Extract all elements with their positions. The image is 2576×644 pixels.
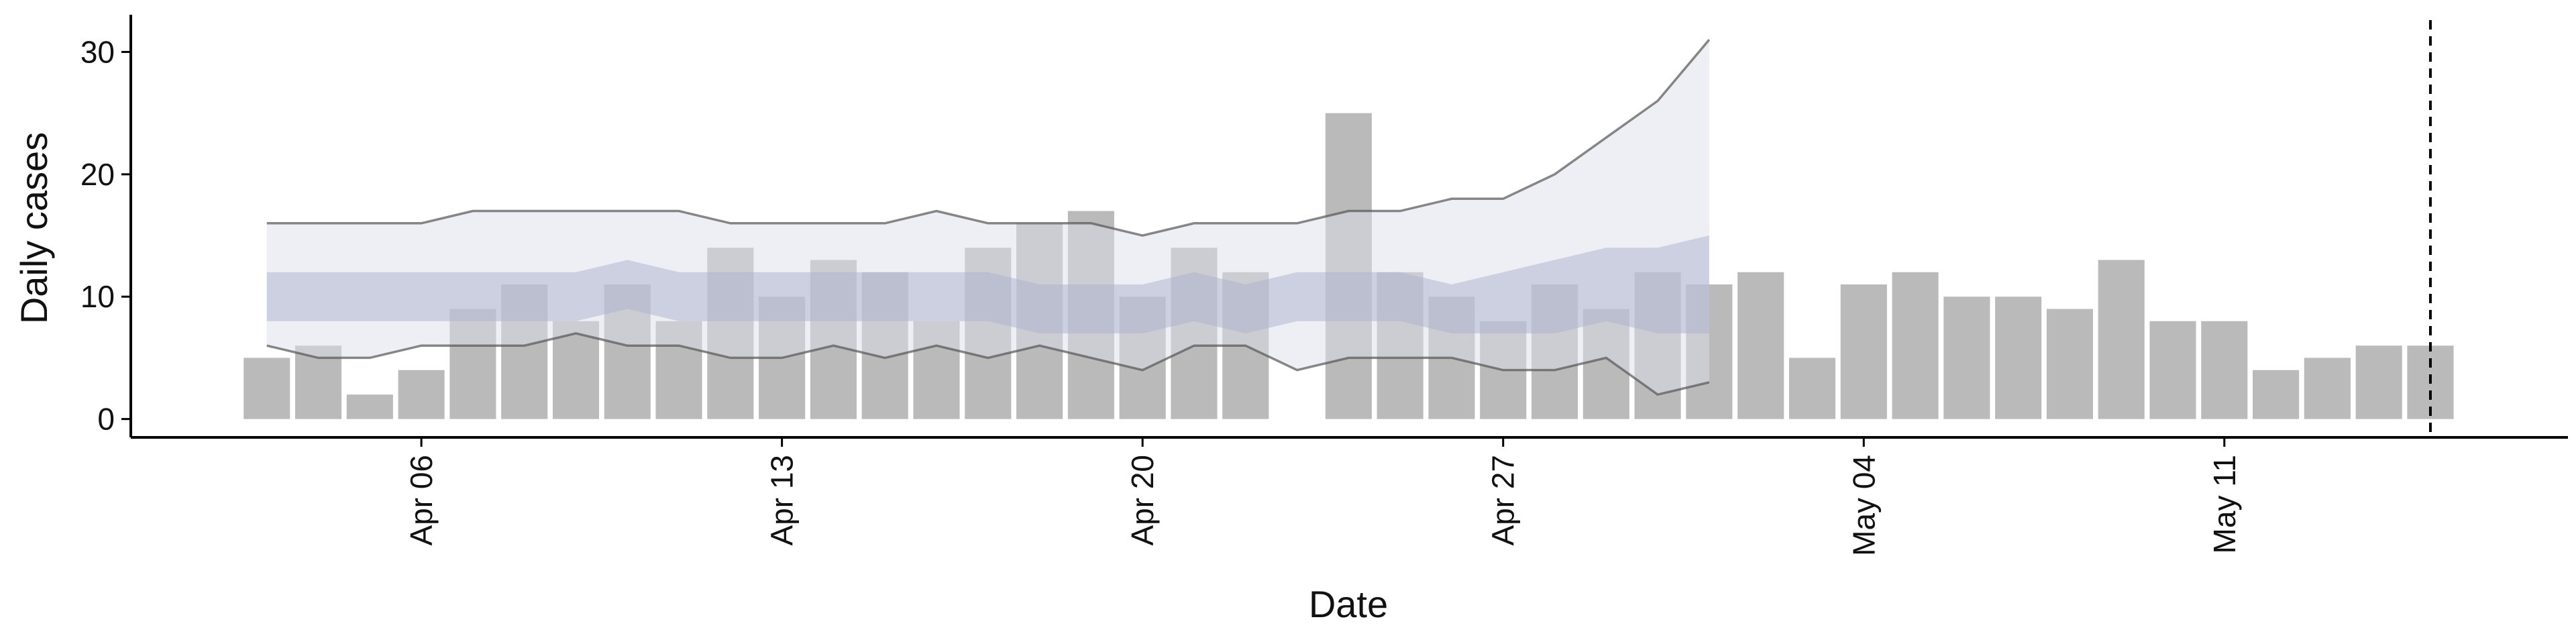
bar (2304, 358, 2351, 419)
bar (2098, 260, 2145, 419)
x-tick-label: Apr 20 (1125, 455, 1160, 546)
bar (2046, 309, 2093, 419)
ribbon-edge (266, 332, 1710, 396)
bar (398, 370, 445, 419)
y-axis-label: Daily cases (13, 132, 55, 324)
ribbon-edge (266, 39, 1711, 237)
x-axis-label: Date (1309, 583, 1388, 625)
bar (2355, 345, 2402, 419)
y-tick-label: 0 (97, 402, 115, 437)
bar (1788, 358, 1836, 419)
bar (2253, 370, 2300, 419)
x-tick-label: May 11 (2207, 455, 2242, 553)
x-tick-label: Apr 06 (404, 455, 439, 546)
x-tick-label: Apr 27 (1486, 455, 1521, 546)
y-tick-label: 10 (80, 279, 115, 314)
y-tick-label: 30 (80, 34, 115, 69)
y-tick-label: 20 (80, 157, 115, 192)
bar (346, 394, 393, 419)
bar (1943, 297, 1990, 419)
x-tick-label: Apr 13 (765, 455, 800, 546)
bar (2149, 321, 2196, 419)
ribbon (266, 40, 1709, 395)
ribbon (266, 235, 1709, 333)
x-tick-label: May 04 (1846, 455, 1881, 556)
bar (244, 358, 290, 419)
bar (1840, 284, 1887, 419)
bar (1892, 272, 1939, 419)
bar (1737, 272, 1784, 419)
bar (2201, 321, 2248, 419)
bar (1995, 297, 2042, 419)
